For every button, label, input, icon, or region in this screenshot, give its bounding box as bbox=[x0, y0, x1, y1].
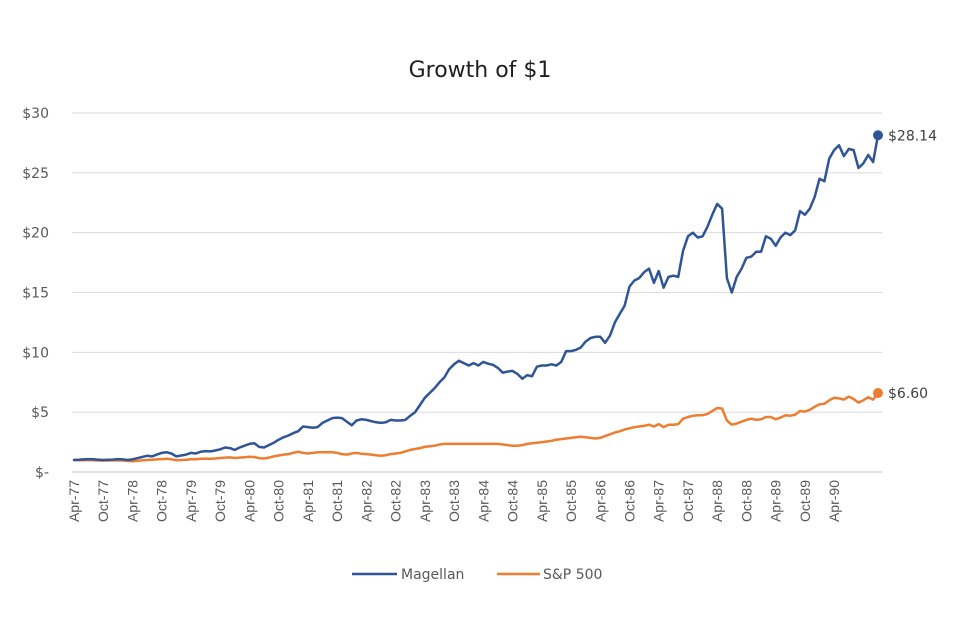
x-tick-label: Oct-88 bbox=[738, 480, 754, 522]
gridlines bbox=[72, 112, 882, 473]
x-tick-label: Oct-81 bbox=[329, 480, 345, 522]
x-tick-label: Oct-84 bbox=[505, 480, 521, 522]
x-tick-label: Oct-82 bbox=[388, 480, 404, 522]
legend-label-sp500: S&P 500 bbox=[543, 567, 602, 583]
x-tick-label: Oct-80 bbox=[271, 480, 287, 522]
y-tick-label: $15 bbox=[22, 286, 49, 302]
y-tick-label: $10 bbox=[22, 345, 49, 361]
x-tick-label: Oct-79 bbox=[212, 480, 228, 522]
end-marker-magellan bbox=[873, 130, 883, 141]
y-axis-ticks: $- $5 $10 $15 $20 $25 $30 bbox=[22, 106, 49, 481]
y-tick-label: $20 bbox=[22, 226, 49, 242]
x-tick-label: Apr-84 bbox=[475, 480, 491, 522]
end-marker-sp500 bbox=[873, 388, 883, 399]
x-tick-label: Oct-78 bbox=[154, 480, 170, 522]
x-tick-label: Apr-81 bbox=[300, 480, 316, 522]
x-tick-label: Apr-85 bbox=[534, 480, 550, 522]
y-tick-label: $5 bbox=[31, 405, 49, 421]
y-tick-label: $25 bbox=[22, 166, 49, 182]
chart-title: Growth of $1 bbox=[409, 58, 552, 83]
x-tick-label: Apr-82 bbox=[358, 480, 374, 522]
x-tick-label: Apr-88 bbox=[709, 480, 725, 522]
x-tick-label: Apr-87 bbox=[651, 480, 667, 522]
series-line-magellan bbox=[72, 134, 880, 462]
x-tick-label: Oct-87 bbox=[680, 480, 696, 522]
series-line-sp500 bbox=[72, 391, 880, 463]
x-tick-label: Oct-89 bbox=[797, 480, 813, 522]
y-tick-label: $30 bbox=[22, 106, 49, 122]
x-tick-label: Apr-83 bbox=[417, 480, 433, 522]
x-axis-ticks: Apr-77 Oct-77 Apr-78 Oct-78 Apr-79 Oct-79 Apr-… bbox=[66, 480, 842, 522]
x-tick-label: Oct-77 bbox=[95, 480, 111, 522]
x-tick-label: Oct-83 bbox=[446, 480, 462, 522]
x-tick-label: Apr-90 bbox=[826, 480, 842, 522]
x-tick-label: Apr-80 bbox=[241, 480, 257, 522]
x-tick-label: Apr-78 bbox=[124, 480, 140, 522]
x-tick-label: Oct-85 bbox=[563, 480, 579, 522]
y-tick-label: $- bbox=[35, 465, 49, 481]
x-tick-label: Apr-89 bbox=[768, 480, 784, 522]
end-label-magellan: $28.14 bbox=[888, 128, 937, 144]
x-tick-label: Oct-86 bbox=[621, 480, 637, 522]
legend: Magellan S&P 500 bbox=[352, 567, 602, 583]
end-label-sp500: $6.60 bbox=[888, 386, 928, 402]
x-tick-label: Apr-86 bbox=[592, 480, 608, 522]
legend-label-magellan: Magellan bbox=[401, 567, 464, 583]
x-tick-label: Apr-79 bbox=[183, 480, 199, 522]
series-lines: $6.60 $28.14 bbox=[72, 128, 937, 463]
x-tick-label: Apr-77 bbox=[66, 480, 82, 522]
